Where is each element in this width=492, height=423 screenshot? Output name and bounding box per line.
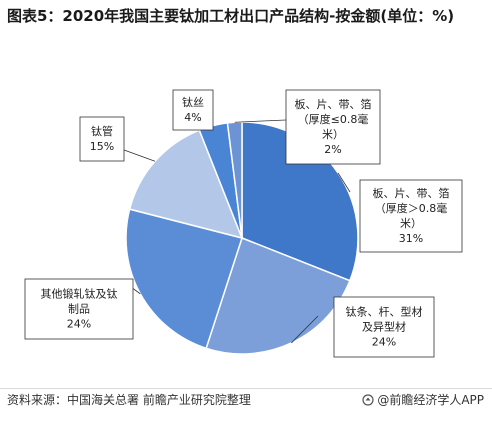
slice-label-box-4 [172, 89, 214, 131]
footer-divider [0, 388, 492, 389]
slice-label-5: 板、片、带、箔（厚度≤0.8毫米） 2% [285, 89, 381, 165]
slice-value-3: 15% [90, 140, 114, 153]
slice-name-2-line-1: 制品 [68, 303, 90, 316]
slice-name-2-line-0: 其他锻轧钛及钛 [41, 287, 118, 301]
slice-name-4-line-0: 钛丝 [182, 95, 204, 109]
brand-text: @前瞻经济学人APP [377, 393, 484, 407]
slice-name-0-line-0: 板、片、带、箔 [373, 186, 450, 200]
slice-label-3: 钛管 15% [79, 116, 125, 162]
slice-name-1-line-0: 钛条、杆、型材 [346, 305, 423, 319]
slice-name-5-line-0: 板、片、带、箔 [295, 97, 372, 111]
slice-label-4: 钛丝 4% [172, 89, 214, 131]
leader-line-0 [337, 172, 351, 193]
slice-name-0-line-2: 米） [400, 217, 422, 230]
slice-label-box-2 [24, 278, 134, 340]
brand-logo-icon [362, 394, 374, 406]
slice-name-1-line-1: 及异型材 [362, 320, 406, 334]
pie-slice-1 [205, 237, 351, 355]
slice-value-2: 24% [67, 318, 91, 331]
slice-value-1: 24% [372, 336, 396, 349]
chart-title: 图表5：2020年我国主要钛加工材出口产品结构-按金额(单位：%) [7, 7, 455, 25]
leader-line-5 [234, 119, 287, 123]
leader-line-1 [291, 315, 319, 344]
slice-label-box-3 [79, 116, 125, 162]
slice-value-4: 4% [184, 111, 201, 124]
slice-value-5: 2% [324, 143, 341, 156]
source-note: 资料来源：中国海关总署 前瞻产业研究院整理 [7, 393, 251, 407]
slice-name-3-line-0: 钛管 [91, 124, 113, 138]
slice-label-box-1 [333, 296, 435, 358]
leader-line-3 [123, 149, 156, 162]
slice-label-0: 板、片、带、箔（厚度＞0.8毫米） 31% [359, 179, 463, 253]
slice-name-5-line-2: 米） [322, 128, 344, 141]
slice-name-0-line-1: （厚度＞0.8毫 [375, 201, 448, 215]
slice-value-0: 31% [399, 232, 423, 245]
slice-name-5-line-1: （厚度≤0.8毫 [298, 112, 369, 126]
slice-label-box-5 [285, 89, 381, 165]
pie-slice-3 [128, 129, 244, 240]
brand-credit: @前瞻经济学人APP [362, 392, 484, 408]
slice-label-box-0 [359, 179, 463, 253]
